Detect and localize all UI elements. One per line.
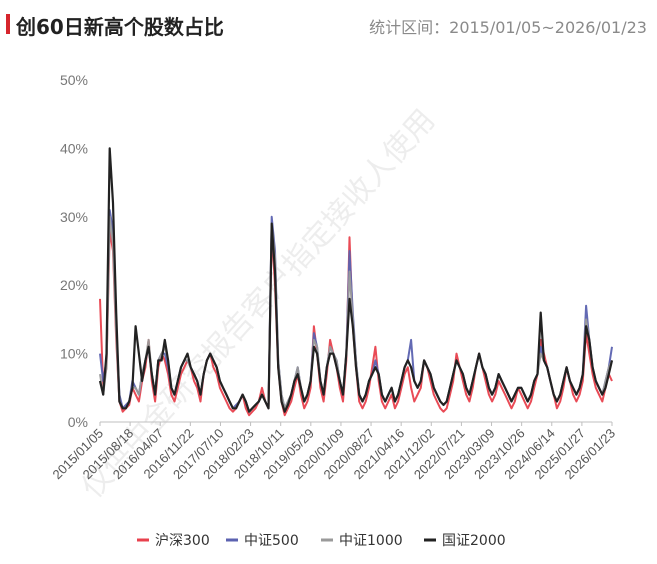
legend-label: 中证500 — [244, 533, 299, 549]
y-tick-label: 0% — [68, 414, 88, 430]
date-range-label: 统计区间：2015/01/05~2026/01/23 — [369, 18, 647, 37]
y-tick-label: 10% — [60, 346, 88, 362]
y-tick-label: 50% — [60, 72, 88, 88]
y-tick-label: 20% — [60, 277, 88, 293]
series-line-4 — [98, 147, 614, 413]
y-tick-label: 30% — [60, 209, 88, 225]
y-tick-label: 40% — [60, 140, 88, 156]
legend-label: 沪深300 — [155, 533, 210, 549]
title-accent-bar — [6, 14, 10, 34]
legend-label: 中证1000 — [339, 533, 403, 549]
legend-label: 国证2000 — [442, 533, 506, 549]
chart-title: 创60日新高个股数占比 — [16, 15, 224, 39]
